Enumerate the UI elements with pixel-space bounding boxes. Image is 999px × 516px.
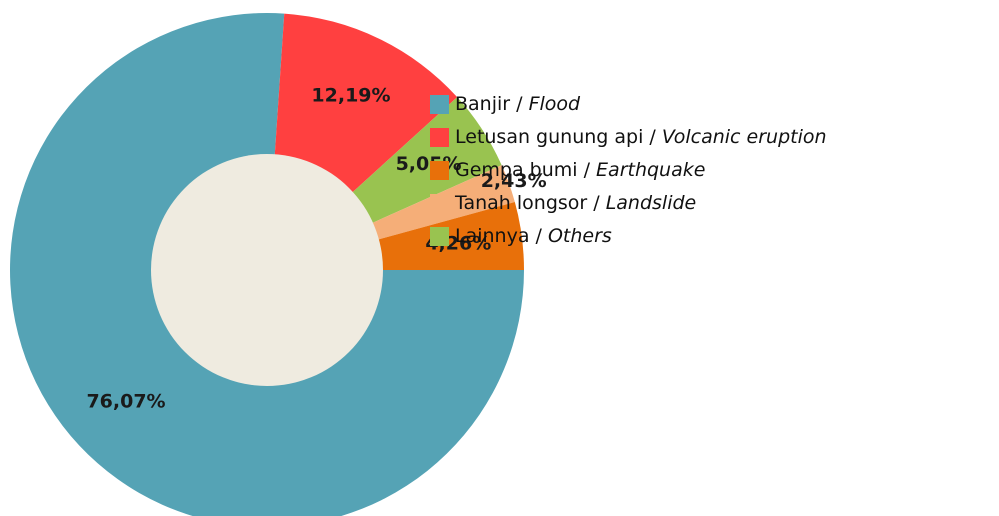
legend-label: Gempa bumi / Earthquake xyxy=(455,159,705,181)
legend-label: Banjir / Flood xyxy=(455,93,581,115)
legend-swatch xyxy=(430,95,449,114)
legend-swatch xyxy=(430,161,449,180)
value-label: 5,05% xyxy=(396,153,462,175)
legend-label: Letusan gunung api / Volcanic eruption xyxy=(455,126,827,148)
legend-swatch xyxy=(430,128,449,147)
legend-swatch xyxy=(430,227,449,246)
donut-hole xyxy=(151,154,383,386)
value-label: 76,07% xyxy=(86,390,165,412)
legend-swatch xyxy=(430,194,449,213)
value-label: 12,19% xyxy=(311,85,390,107)
legend-label: Tanah longsor / Landslide xyxy=(454,192,696,214)
legend-label: Lainnya / Others xyxy=(455,225,612,247)
value-label: 2,43% xyxy=(481,170,547,192)
